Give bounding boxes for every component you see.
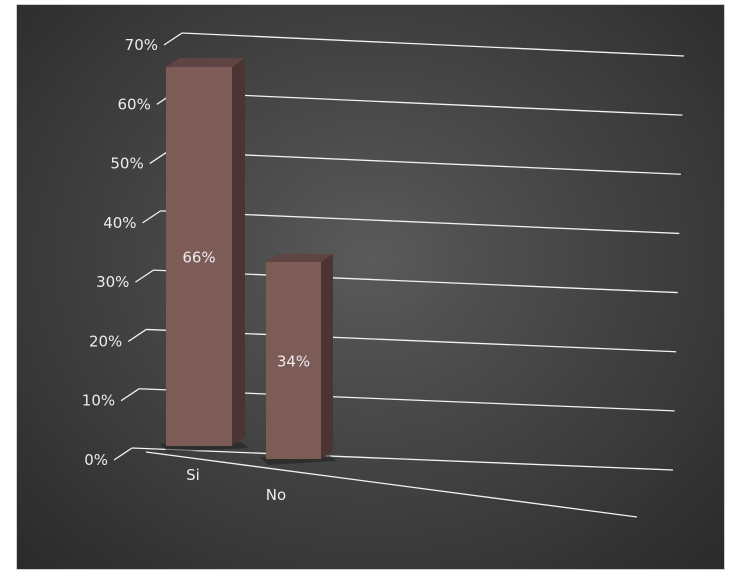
gridline <box>174 91 683 116</box>
x-tick-label: Si <box>186 466 200 484</box>
data-label: 34% <box>277 353 310 371</box>
y-tick-label: 30% <box>96 273 129 291</box>
gridline <box>167 150 681 175</box>
y-tick-label: 10% <box>82 392 115 410</box>
gridline-left <box>163 32 183 46</box>
gridline <box>160 210 680 235</box>
bar-top <box>166 58 245 67</box>
gridline-left <box>149 151 169 165</box>
y-tick-label: 50% <box>110 155 143 173</box>
gridline-left <box>120 388 140 402</box>
bar <box>166 67 232 446</box>
y-tick-label: 60% <box>118 95 151 113</box>
y-tick-label: 20% <box>89 332 122 350</box>
y-tick-label: 40% <box>103 214 136 232</box>
y-axis-tick-labels: 0% 10% 20% 30% 40% 50% 60% 70% <box>82 36 158 469</box>
y-tick-label: 70% <box>125 36 158 54</box>
floor-front-edge <box>145 451 638 518</box>
bar-side <box>232 58 245 446</box>
bar <box>266 262 321 459</box>
data-label: 66% <box>182 249 215 267</box>
gridline-left <box>113 447 133 461</box>
bar-side <box>321 254 333 459</box>
bar-top <box>266 254 333 262</box>
chart-area <box>16 4 725 570</box>
bars <box>160 58 337 465</box>
data-labels: 66% 34% <box>182 249 310 371</box>
gridline-left <box>142 210 161 224</box>
gridline <box>131 447 674 471</box>
gridline-left <box>135 269 154 283</box>
gridline-left <box>127 328 147 342</box>
x-tick-label: No <box>266 486 286 504</box>
chart-floor <box>145 451 638 518</box>
y-tick-label: 0% <box>84 451 108 469</box>
gridline <box>181 32 685 57</box>
gridlines <box>113 32 685 471</box>
x-axis-tick-labels: Si No <box>186 466 286 504</box>
